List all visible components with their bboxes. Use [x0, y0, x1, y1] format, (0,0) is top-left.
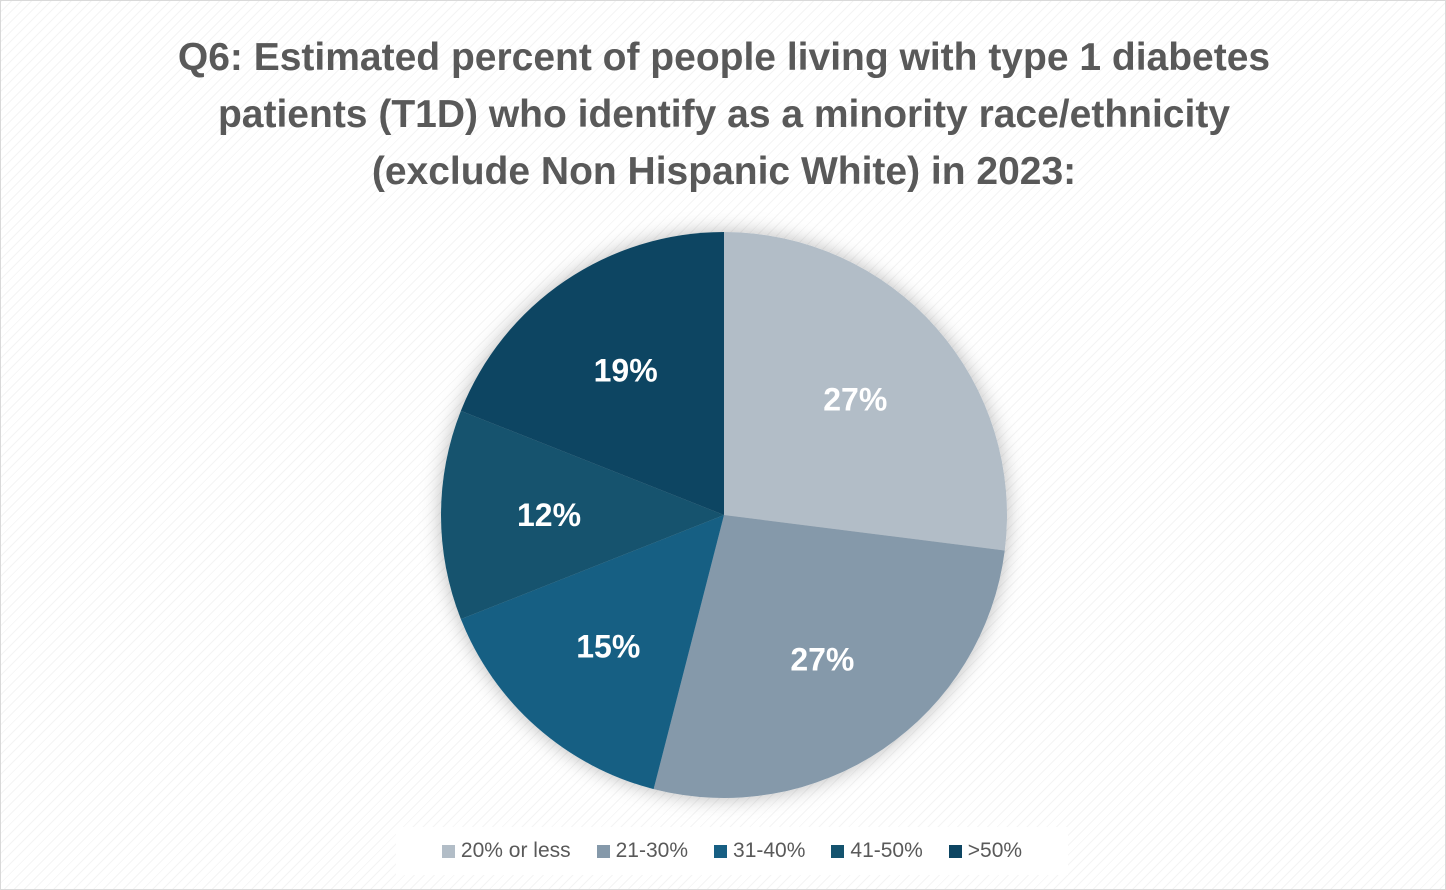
- legend-item-4: 41-50%: [831, 839, 923, 863]
- legend: 20% or less 21-30% 31-40% 41-50% >50%: [396, 827, 1068, 875]
- legend-label: 21-30%: [615, 839, 689, 862]
- chart-title: Q6: Estimated percent of people living w…: [177, 36, 1271, 193]
- legend-swatch: [714, 844, 728, 858]
- data-label-1: 27%: [823, 381, 887, 417]
- legend-swatch: [831, 844, 845, 858]
- data-label-2: 27%: [790, 642, 854, 678]
- data-label-4: 12%: [517, 497, 581, 533]
- pie-slice-3: [460, 515, 724, 790]
- legend-swatch: [441, 844, 455, 858]
- legend-item-5: >50%: [948, 839, 1023, 863]
- legend-swatch: [596, 844, 610, 858]
- legend-item-1: 20% or less: [441, 839, 571, 863]
- legend-label: >50%: [967, 839, 1023, 862]
- data-label-3: 15%: [576, 628, 640, 664]
- legend-item-2: 21-30%: [596, 839, 689, 863]
- legend-label: 31-40%: [733, 839, 806, 862]
- pie-slice-1: [724, 232, 1007, 551]
- legend-label: 20% or less: [460, 839, 571, 862]
- legend-item-3: 31-40%: [714, 839, 805, 863]
- data-label-5: 19%: [594, 352, 658, 388]
- pie-slice-5: [460, 231, 724, 515]
- legend-label: 41-50%: [850, 839, 923, 862]
- pie-slice-4: [441, 410, 724, 620]
- pie-slice-2: [653, 515, 1005, 798]
- legend-swatch: [948, 844, 962, 858]
